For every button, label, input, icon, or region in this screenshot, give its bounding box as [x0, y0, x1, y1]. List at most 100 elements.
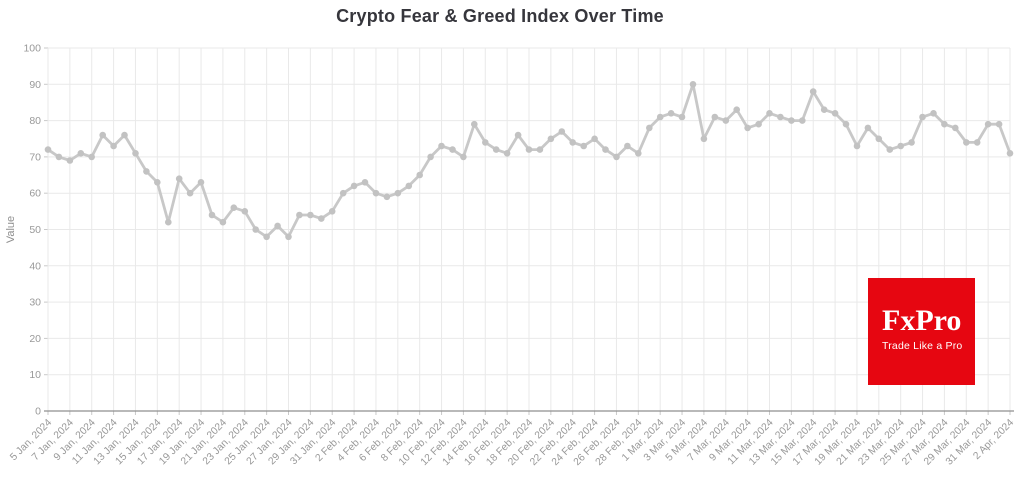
data-point — [525, 146, 533, 153]
y-tick-label: 90 — [29, 79, 41, 91]
data-point — [831, 110, 839, 117]
data-point — [886, 146, 894, 153]
y-tick-label: 0 — [35, 406, 41, 418]
data-point — [416, 171, 424, 179]
data-point — [853, 142, 861, 150]
data-point — [755, 120, 762, 128]
fxpro-logo-brand: FxPro — [882, 304, 962, 337]
data-point — [842, 120, 850, 128]
data-point — [328, 208, 336, 215]
data-point — [110, 142, 117, 150]
data-point — [952, 124, 959, 132]
data-point — [318, 215, 325, 222]
y-tick-label: 40 — [29, 260, 41, 272]
data-point — [252, 226, 259, 233]
data-point — [875, 135, 883, 143]
y-tick-label: 80 — [29, 115, 41, 127]
data-point — [427, 153, 434, 161]
data-point — [897, 142, 904, 150]
data-point — [88, 153, 95, 161]
data-point — [930, 110, 937, 117]
data-point — [536, 146, 544, 153]
data-point — [460, 153, 467, 161]
data-point — [678, 113, 686, 121]
data-point — [263, 233, 270, 241]
data-point — [132, 150, 139, 157]
data-point — [438, 142, 445, 150]
data-point — [274, 222, 281, 230]
data-point — [864, 124, 872, 132]
data-point — [307, 211, 314, 219]
y-tick-label: 10 — [29, 369, 41, 381]
data-point — [350, 182, 358, 190]
data-point — [296, 211, 303, 219]
data-point — [449, 146, 456, 153]
data-point — [219, 218, 227, 226]
fxpro-logo: FxPro Trade Like a Pro — [868, 278, 975, 385]
data-point — [1006, 150, 1014, 157]
data-point — [624, 142, 631, 150]
data-point — [766, 110, 773, 117]
data-point — [547, 135, 555, 143]
data-point — [143, 168, 150, 175]
data-point — [208, 211, 216, 219]
data-point — [55, 153, 63, 161]
fxpro-logo-tagline: Trade Like a Pro — [882, 340, 963, 352]
y-tick-label: 70 — [29, 151, 41, 163]
data-point — [175, 175, 183, 182]
data-point — [635, 150, 642, 157]
data-point — [339, 189, 347, 197]
data-point — [241, 208, 249, 215]
data-point — [733, 106, 740, 113]
data-point — [580, 142, 587, 150]
data-point — [788, 117, 795, 124]
data-point — [383, 193, 391, 201]
data-point — [973, 139, 981, 146]
y-tick-label: 20 — [29, 333, 41, 345]
data-point — [197, 179, 205, 186]
data-point — [711, 113, 719, 121]
data-point — [471, 120, 478, 128]
chart-title: Crypto Fear & Greed Index Over Time — [336, 6, 664, 26]
data-point — [591, 135, 598, 143]
data-point — [646, 124, 653, 132]
data-point — [186, 189, 194, 197]
data-point — [503, 150, 511, 157]
data-point — [569, 139, 576, 146]
data-point — [941, 120, 948, 128]
data-point — [984, 120, 992, 128]
data-point — [799, 117, 806, 124]
data-point — [995, 120, 1003, 128]
data-point — [361, 179, 369, 186]
data-point — [77, 150, 85, 157]
data-point — [405, 182, 413, 190]
data-point — [372, 189, 380, 197]
data-point — [656, 113, 664, 121]
y-axis-title: Value — [5, 216, 17, 243]
data-point — [514, 131, 522, 139]
data-point — [230, 204, 238, 211]
data-point — [99, 131, 106, 139]
y-tick-label: 50 — [29, 224, 41, 236]
data-point — [165, 218, 172, 226]
data-point — [602, 146, 609, 153]
data-point — [919, 113, 926, 121]
data-point — [44, 146, 52, 153]
data-point — [667, 110, 675, 117]
y-tick-label: 30 — [29, 297, 41, 309]
data-point — [492, 146, 500, 153]
data-point — [66, 157, 74, 164]
data-point — [154, 179, 161, 186]
data-point — [744, 124, 751, 132]
data-point — [809, 88, 817, 95]
data-point — [722, 117, 730, 124]
data-point — [777, 113, 784, 121]
data-point — [285, 233, 292, 241]
data-point — [689, 81, 697, 88]
data-point — [121, 131, 128, 139]
data-point — [908, 139, 915, 146]
data-point — [700, 135, 708, 143]
data-point — [482, 139, 489, 146]
